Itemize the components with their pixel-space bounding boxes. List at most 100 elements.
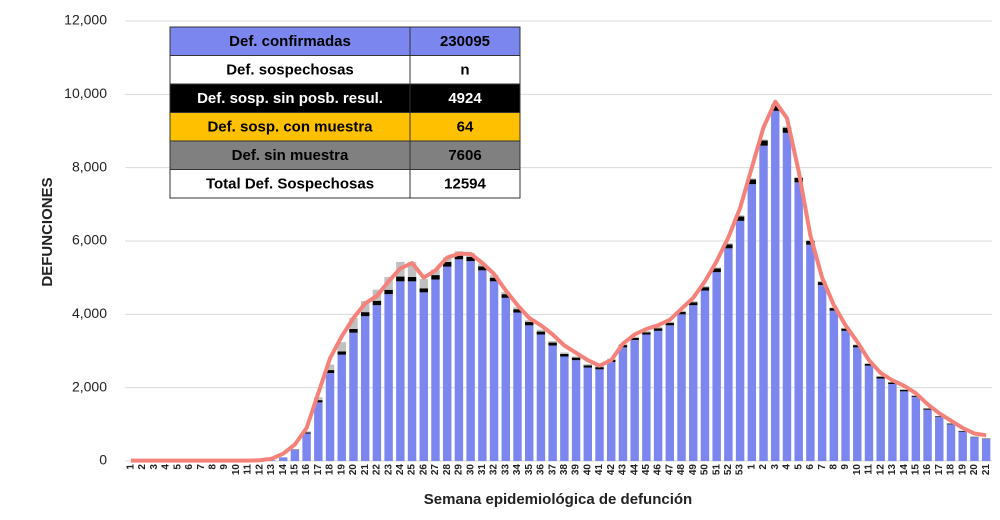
bar-segment — [337, 351, 346, 355]
bar-segment — [571, 360, 581, 461]
x-tick-label: 14 — [278, 464, 289, 476]
bar-segment — [536, 331, 546, 335]
x-tick-label: 51 — [711, 464, 722, 476]
bar-segment — [712, 268, 721, 273]
bar-segment — [642, 332, 651, 335]
bar-segment — [782, 132, 792, 462]
bar-segment — [513, 312, 522, 461]
x-tick-label: 10 — [852, 464, 863, 476]
x-tick-label: 5 — [172, 464, 183, 470]
bar-segment — [653, 328, 663, 331]
bar-segment — [642, 334, 651, 461]
table-cell — [409, 83, 521, 113]
bar-segment — [325, 370, 335, 373]
bar-segment — [513, 307, 522, 310]
bar-segment — [970, 437, 979, 461]
bar-segment — [735, 216, 745, 221]
x-tick-label: 25 — [407, 464, 418, 476]
bar-segment — [759, 145, 768, 461]
bar-segment — [607, 362, 616, 461]
x-axis-title: Semana epidemiológica de defunción — [424, 491, 692, 508]
bar-segment — [689, 305, 698, 461]
x-tick-label: 27 — [430, 464, 441, 476]
bar-segment — [630, 336, 639, 338]
bar-segment — [536, 334, 546, 461]
x-tick-label: 4 — [161, 464, 172, 470]
bar-segment — [630, 340, 639, 461]
bar-segment — [899, 389, 909, 392]
x-tick-label: 42 — [606, 464, 617, 476]
bar-segment — [888, 382, 897, 384]
bar-segment — [442, 261, 452, 267]
bar-segment — [454, 259, 464, 461]
x-tick-label: 28 — [442, 464, 453, 476]
x-tick-label: 40 — [582, 464, 593, 476]
bar-segment — [747, 179, 757, 185]
bar-segment — [689, 301, 698, 303]
bar-segment — [911, 395, 921, 397]
bar-segment — [935, 417, 944, 461]
x-tick-label: 8 — [828, 464, 839, 470]
table-label: Def. confirmadas — [229, 33, 351, 50]
x-tick-label: 50 — [700, 464, 711, 476]
bar-segment — [536, 329, 546, 332]
x-tick-label: 47 — [664, 464, 675, 476]
x-tick-label: 3 — [770, 464, 781, 470]
x-tick-label: 9 — [840, 464, 851, 470]
x-tick-label: 23 — [383, 464, 394, 476]
x-tick-label: 7 — [196, 464, 207, 470]
x-tick-label: 37 — [547, 464, 558, 476]
x-tick-label: 2 — [758, 464, 769, 470]
x-tick-label: 1 — [746, 464, 757, 470]
bar-segment — [618, 347, 628, 461]
bar-segment — [782, 127, 792, 133]
bar-segment — [524, 322, 534, 326]
bar-segment — [946, 423, 956, 425]
table-cell — [169, 83, 411, 113]
table-cell — [169, 169, 411, 199]
y-tick-label: 4,000 — [72, 305, 107, 321]
bar-segment — [560, 353, 569, 357]
table-cell — [409, 112, 521, 142]
x-tick-label: 14 — [899, 464, 910, 476]
x-tick-label: 6 — [184, 464, 195, 470]
bar-segment — [700, 287, 710, 291]
x-tick-label: 38 — [559, 464, 570, 476]
x-tick-label: 21 — [981, 464, 992, 476]
x-tick-label: 41 — [594, 464, 605, 476]
bar-segment — [700, 290, 710, 461]
x-tick-label: 24 — [395, 464, 406, 476]
bar-segment — [372, 300, 382, 306]
x-tick-label: 15 — [910, 464, 921, 476]
table-value: 64 — [457, 119, 474, 136]
bar-segment — [595, 367, 604, 370]
x-tick-label: 46 — [653, 464, 664, 476]
x-tick-label: 19 — [957, 464, 968, 476]
x-tick-label: 52 — [723, 464, 734, 476]
bar-segment — [771, 110, 780, 461]
bar-segment — [876, 376, 885, 379]
bar-segment — [946, 424, 956, 461]
x-tick-label: 13 — [266, 464, 277, 476]
bar-segment — [337, 354, 346, 461]
x-tick-label: 15 — [290, 464, 301, 476]
bar-segment — [325, 373, 335, 461]
table-value: 4924 — [448, 90, 482, 107]
x-tick-label: 31 — [477, 464, 488, 476]
bar-segment — [864, 363, 874, 364]
bar-segment — [396, 276, 405, 282]
x-tick-label: 18 — [946, 464, 957, 476]
x-tick-label: 10 — [231, 464, 242, 476]
x-tick-label: 19 — [336, 464, 347, 476]
bar-segment — [958, 431, 967, 461]
bar-segment — [677, 311, 686, 315]
bar-segment — [665, 322, 675, 326]
bar-segment — [478, 270, 487, 461]
bar-segment — [501, 294, 510, 298]
bar-segment — [349, 332, 358, 461]
x-tick-label: 34 — [512, 464, 523, 476]
bar-segment — [583, 367, 593, 461]
x-tick-label: 12 — [875, 464, 886, 476]
bar-segment — [560, 356, 569, 461]
bar-segment — [431, 275, 440, 280]
